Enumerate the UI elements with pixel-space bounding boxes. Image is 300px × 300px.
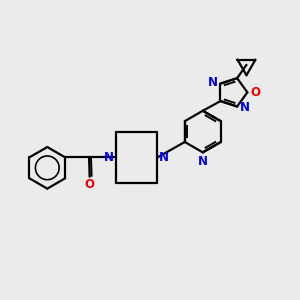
Text: N: N [208, 76, 218, 88]
Text: O: O [85, 178, 95, 191]
Text: N: N [159, 151, 169, 164]
Text: O: O [250, 86, 260, 99]
Text: N: N [104, 151, 114, 164]
Text: N: N [239, 101, 250, 115]
Text: N: N [198, 155, 208, 168]
